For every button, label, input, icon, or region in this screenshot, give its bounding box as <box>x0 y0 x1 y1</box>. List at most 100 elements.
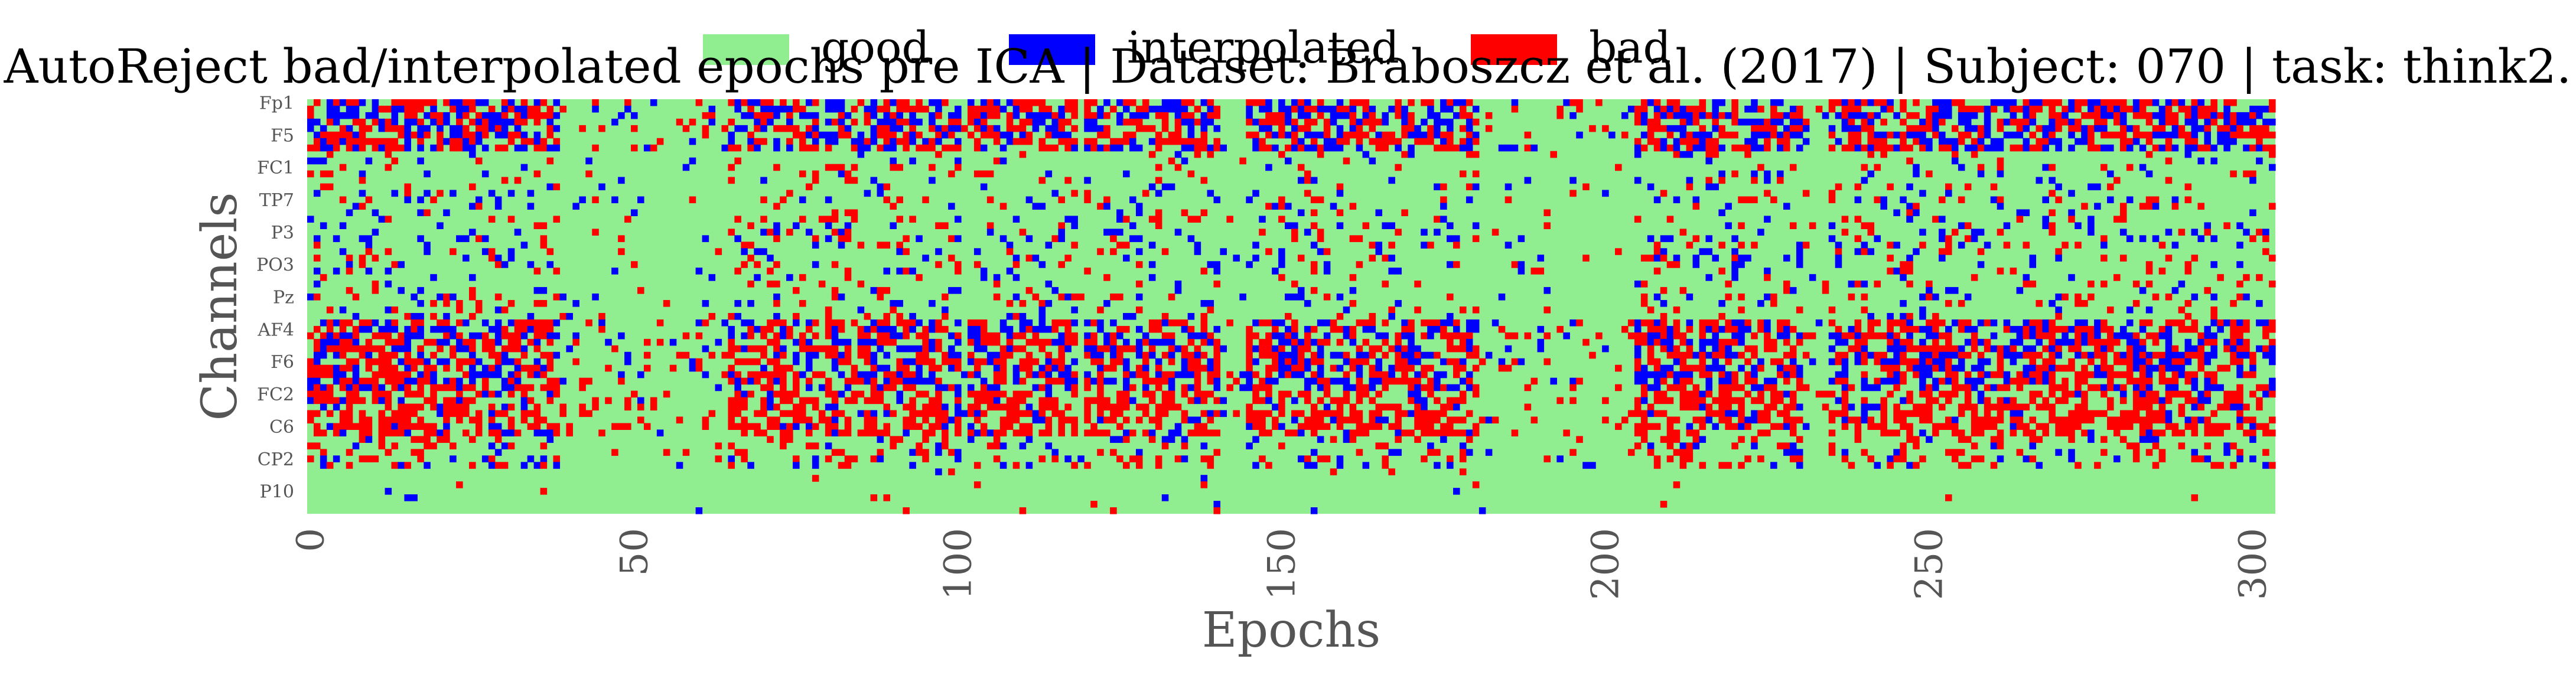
heatmap-cell <box>2068 216 2075 223</box>
heatmap-cell <box>1310 196 1318 204</box>
heatmap-cell <box>1906 157 1913 165</box>
heatmap-cell <box>378 125 386 132</box>
heatmap-cell <box>2100 371 2108 379</box>
heatmap-cell <box>1181 144 1188 152</box>
heatmap-cell <box>2094 118 2101 126</box>
heatmap-cell <box>631 390 638 398</box>
heatmap-cell <box>922 416 929 424</box>
heatmap-cell <box>1187 325 1195 333</box>
heatmap-cell <box>443 358 450 366</box>
heatmap-cell <box>2119 358 2127 366</box>
heatmap-cell <box>1660 300 1668 307</box>
heatmap-cell <box>1123 312 1130 320</box>
heatmap-cell <box>527 364 535 372</box>
heatmap-cell <box>864 312 871 320</box>
heatmap-cell <box>961 410 968 418</box>
heatmap-cell <box>1660 248 1668 255</box>
heatmap-cell <box>1640 332 1648 340</box>
heatmap-cell <box>1213 364 1221 372</box>
heatmap-cell <box>1291 294 1298 301</box>
heatmap-cell <box>1362 105 1370 113</box>
heatmap-cell <box>1692 112 1700 119</box>
heatmap-cell <box>767 268 774 275</box>
heatmap-cell <box>1382 332 1389 340</box>
heatmap-cell <box>2191 351 2199 359</box>
heatmap-cell <box>747 112 754 119</box>
heatmap-cell <box>1939 196 1946 204</box>
heatmap-cell <box>411 332 418 340</box>
heatmap-cell <box>831 390 839 398</box>
heatmap-cell <box>1129 384 1136 392</box>
heatmap-cell <box>1828 222 1836 229</box>
heatmap-cell <box>1012 410 1020 418</box>
heatmap-cell <box>1278 332 1285 340</box>
heatmap-cell <box>1356 319 1363 327</box>
heatmap-cell <box>1757 105 1764 113</box>
heatmap-cell <box>760 177 767 184</box>
heatmap-cell <box>339 319 347 327</box>
heatmap-cell <box>456 384 463 392</box>
heatmap-cell <box>922 345 929 353</box>
heatmap-cell <box>1751 118 1758 126</box>
heatmap-cell <box>1375 248 1383 255</box>
heatmap-cell <box>780 410 787 418</box>
heatmap-cell <box>1207 358 1214 366</box>
heatmap-cell <box>993 99 1001 106</box>
heatmap-cell <box>1097 364 1104 372</box>
heatmap-cell <box>611 268 618 275</box>
heatmap-cell <box>1679 287 1687 294</box>
heatmap-cell <box>2249 209 2256 217</box>
heatmap-cell <box>1226 384 1233 392</box>
heatmap-cell <box>527 261 535 268</box>
heatmap-cell <box>430 196 437 204</box>
heatmap-cell <box>2113 99 2121 106</box>
heatmap-cell <box>2217 384 2224 392</box>
heatmap-cell <box>767 358 774 366</box>
heatmap-cell <box>1343 112 1350 119</box>
heatmap-cell <box>2204 325 2211 333</box>
heatmap-cell <box>1032 338 1040 346</box>
heatmap-cell <box>695 364 703 372</box>
heatmap-cell <box>2107 105 2114 113</box>
heatmap-cell <box>1064 319 1072 327</box>
heatmap-cell <box>1453 99 1460 106</box>
heatmap-cell <box>2049 209 2056 217</box>
heatmap-cell <box>1731 255 1738 262</box>
heatmap-cell <box>1343 157 1350 165</box>
heatmap-cell <box>1006 416 1014 424</box>
heatmap-cell <box>1679 105 1687 113</box>
heatmap-cell <box>307 377 314 385</box>
heatmap-cell <box>916 235 923 242</box>
heatmap-cell <box>411 105 418 113</box>
heatmap-cell <box>1939 255 1946 262</box>
heatmap-cell <box>2139 319 2147 327</box>
heatmap-cell <box>1291 325 1298 333</box>
heatmap-cell <box>481 390 489 398</box>
heatmap-cell <box>1738 364 1745 372</box>
heatmap-cell <box>2087 144 2095 152</box>
heatmap-cell <box>520 319 528 327</box>
heatmap-cell <box>1705 384 1713 392</box>
heatmap-cell <box>1317 397 1324 405</box>
heatmap-cell <box>2100 99 2108 106</box>
heatmap-cell <box>973 125 981 132</box>
heatmap-cell <box>333 319 340 327</box>
heatmap-cell <box>1194 351 1201 359</box>
heatmap-cell <box>1427 410 1434 418</box>
heatmap-cell <box>430 338 437 346</box>
heatmap-cell <box>2262 144 2269 152</box>
heatmap-cell <box>754 138 761 145</box>
heatmap-cell <box>1854 144 1862 152</box>
heatmap-cell <box>1323 261 1331 268</box>
heatmap-cell <box>883 99 891 106</box>
heatmap-cell <box>1783 416 1790 424</box>
heatmap-cell <box>2036 99 2043 106</box>
heatmap-cell <box>812 131 819 139</box>
heatmap-cell <box>2210 112 2217 119</box>
heatmap-cell <box>877 144 884 152</box>
heatmap-cell <box>1427 364 1434 372</box>
heatmap-cell <box>1025 118 1033 126</box>
heatmap-cell <box>1815 319 1823 327</box>
heatmap-cell <box>1135 105 1143 113</box>
heatmap-cell <box>1019 332 1027 340</box>
